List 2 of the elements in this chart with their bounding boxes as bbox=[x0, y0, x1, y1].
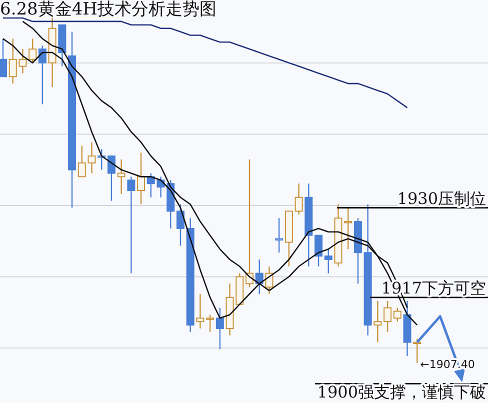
chart-title: 6.28黄金4H技术分析走势图 bbox=[0, 0, 216, 20]
ref-line-label: 1930压制位 bbox=[397, 188, 486, 208]
